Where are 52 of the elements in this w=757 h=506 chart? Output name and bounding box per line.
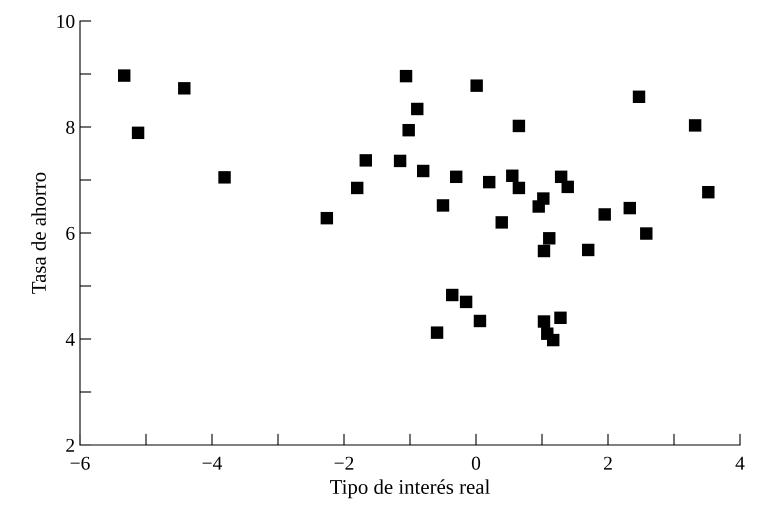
point	[598, 208, 611, 221]
point	[554, 312, 567, 324]
point	[218, 171, 231, 184]
point	[582, 244, 594, 256]
point	[132, 126, 144, 140]
point	[118, 69, 130, 82]
x-tick-label: −4	[202, 456, 222, 470]
point	[640, 227, 652, 240]
point	[446, 288, 458, 302]
point	[538, 315, 550, 328]
x-tick-label: 4	[736, 456, 745, 470]
point	[562, 180, 574, 194]
point	[460, 296, 472, 308]
point	[538, 244, 550, 258]
point	[512, 120, 526, 132]
point	[430, 326, 444, 339]
point	[178, 82, 190, 95]
point	[320, 212, 334, 224]
point	[436, 199, 450, 212]
point	[402, 124, 415, 136]
y-tick-label: 6	[66, 226, 75, 240]
y-tick-label: 2	[66, 438, 74, 452]
point	[394, 154, 406, 168]
point	[400, 70, 412, 82]
point	[532, 200, 545, 213]
y-tick-label: 8	[66, 120, 74, 134]
point	[450, 170, 462, 184]
point	[547, 334, 560, 346]
point	[360, 154, 372, 167]
point	[496, 216, 508, 229]
point	[411, 102, 424, 116]
point	[482, 176, 496, 188]
point	[512, 182, 526, 194]
point	[632, 90, 646, 103]
y-tick-label: 10	[57, 14, 74, 28]
point	[416, 164, 430, 178]
point	[688, 119, 702, 132]
y-tick-label: 4	[66, 332, 75, 346]
point	[543, 232, 556, 245]
x-tick-label: 2	[604, 456, 612, 470]
point	[350, 182, 364, 194]
y-axis-title: Tasa de ahorro	[31, 172, 46, 294]
point	[554, 170, 568, 184]
point	[624, 202, 636, 214]
point	[702, 186, 715, 198]
point	[506, 170, 519, 182]
x-axis-title: Tipo de interés real	[330, 479, 490, 498]
point	[474, 314, 486, 328]
point	[470, 79, 483, 92]
x-tick-label: −6	[70, 456, 90, 470]
x-tick-label: 0	[472, 456, 480, 470]
x-tick-label: −2	[334, 456, 354, 470]
